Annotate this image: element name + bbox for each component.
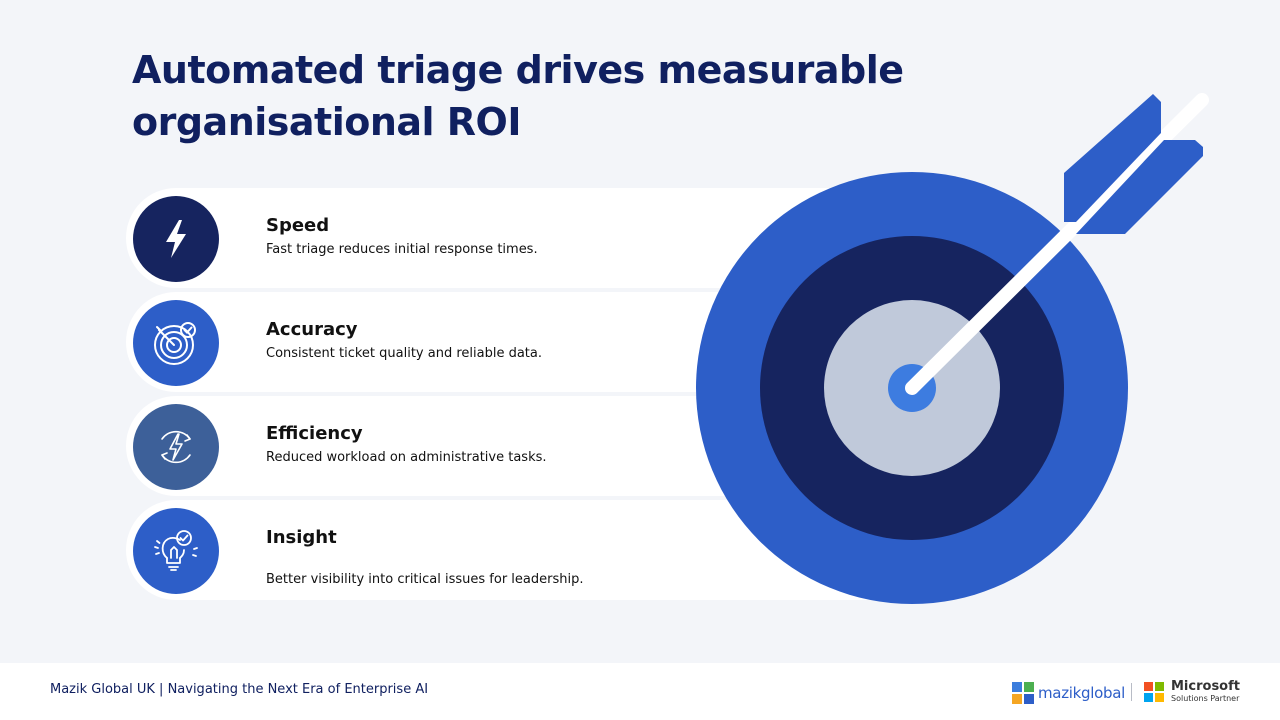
page-title: Automated triage drives measurable organ… xyxy=(132,48,904,144)
lightbulb-check-icon xyxy=(133,508,219,594)
item-title: Accuracy xyxy=(266,319,358,340)
microsoft-name: Microsoft xyxy=(1171,679,1240,694)
item-title: Insight xyxy=(266,527,337,548)
item-description: Consistent ticket quality and reliable d… xyxy=(266,346,542,361)
mazik-mark-icon xyxy=(1012,682,1034,704)
footer: Mazik Global UK | Navigating the Next Er… xyxy=(0,663,1280,720)
target-check-icon xyxy=(133,300,219,386)
item-title: Efficiency xyxy=(266,423,363,444)
mazik-logo-text: mazikglobal xyxy=(1038,684,1125,702)
item-description: Fast triage reduces initial response tim… xyxy=(266,242,538,257)
mazik-global-logo: mazikglobal xyxy=(1012,682,1125,704)
microsoft-partner-logo: Microsoft Solutions Partner xyxy=(1144,680,1240,704)
microsoft-subtitle: Solutions Partner xyxy=(1171,694,1240,703)
item-description: Better visibility into critical issues f… xyxy=(266,572,584,587)
benefits-list: Speed Fast triage reduces initial respon… xyxy=(126,188,886,602)
lightning-bolt-icon xyxy=(133,196,219,282)
microsoft-squares-icon xyxy=(1144,682,1164,702)
logo-divider xyxy=(1131,683,1132,701)
bullseye-arrow-icon xyxy=(690,85,1230,615)
footer-text: Mazik Global UK | Navigating the Next Er… xyxy=(50,682,429,697)
energy-cycle-icon xyxy=(133,404,219,490)
item-description: Reduced workload on administrative tasks… xyxy=(266,450,547,465)
item-title: Speed xyxy=(266,215,330,236)
